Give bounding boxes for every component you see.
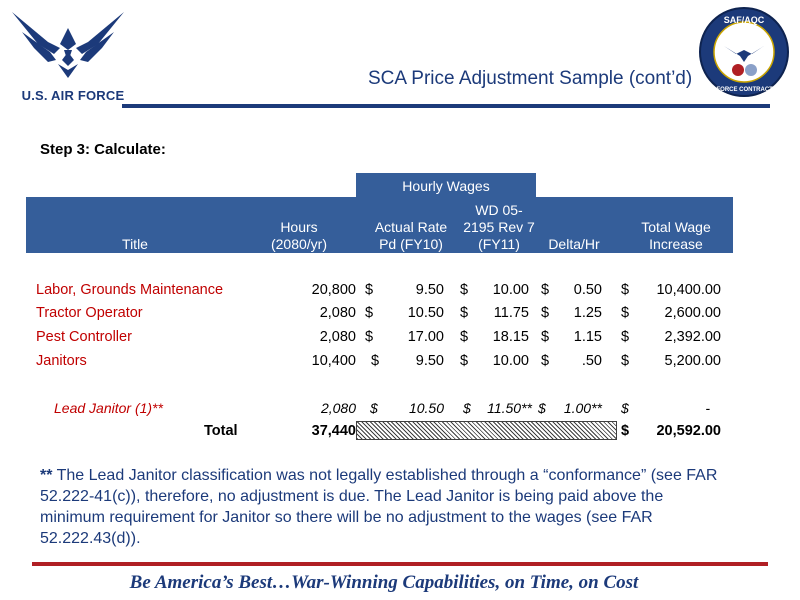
col-header-wd-line3: (FY11) bbox=[478, 236, 520, 252]
air-force-wings-icon bbox=[12, 12, 124, 78]
row-total: 10,400.00 bbox=[656, 282, 721, 298]
col-header-delta: Delta/Hr bbox=[548, 236, 600, 252]
hourly-wages-group-header: Hourly Wages bbox=[356, 173, 536, 197]
actual-dollar-sign: $ bbox=[365, 282, 374, 298]
row-title: Tractor Operator bbox=[36, 305, 143, 321]
col-header-wd-line1: WD 05- bbox=[475, 202, 523, 218]
row-title: Labor, Grounds Maintenance bbox=[36, 282, 224, 298]
actual-dollar-sign: $ bbox=[365, 305, 374, 321]
row-actual-rate: 17.00 bbox=[407, 329, 444, 345]
row-actual-rate: 9.50 bbox=[415, 353, 444, 369]
wd-dollar-sign: $ bbox=[460, 329, 469, 345]
col-header-wd-line2: 2195 Rev 7 bbox=[463, 219, 535, 235]
seal-top-text: SAF/AQC bbox=[724, 15, 765, 25]
delta-dollar-sign: $ bbox=[538, 400, 546, 416]
table-total-row: Total 37,440 $ 20,592.00 bbox=[0, 423, 800, 445]
wd-dollar-sign: $ bbox=[463, 400, 471, 416]
wd-dollar-sign: $ bbox=[460, 282, 469, 298]
col-header-actual-line1: Actual Rate bbox=[374, 219, 448, 235]
title-divider bbox=[122, 104, 770, 108]
row-delta: 1.00** bbox=[563, 400, 602, 416]
total-dollar-sign: $ bbox=[621, 329, 630, 345]
row-hours: 2,080 bbox=[320, 400, 356, 416]
col-header-actual-line2: Pd (FY10) bbox=[379, 236, 443, 252]
actual-dollar-sign: $ bbox=[371, 353, 380, 369]
row-total: 2,600.00 bbox=[664, 305, 721, 321]
table-row: Labor, Grounds Maintenance 20,800 $ 9.50… bbox=[0, 282, 800, 304]
row-delta: 0.50 bbox=[573, 282, 602, 298]
footnote-marker: ** bbox=[40, 467, 53, 484]
col-header-hours-line1: Hours bbox=[280, 219, 318, 235]
row-delta: 1.25 bbox=[573, 305, 602, 321]
col-header-hours: Hours (2080/yr) bbox=[254, 219, 344, 253]
delta-dollar-sign: $ bbox=[541, 282, 550, 298]
delta-dollar-sign: $ bbox=[541, 305, 550, 321]
row-title: Pest Controller bbox=[36, 329, 132, 345]
row-hours: 2,080 bbox=[319, 305, 356, 321]
row-hours: 20,800 bbox=[311, 282, 356, 298]
saf-aqc-seal: SAF/AQC AIR FORCE CONTRACTING bbox=[698, 6, 790, 98]
row-hours: 10,400 bbox=[311, 353, 356, 369]
total-dollar-sign: $ bbox=[621, 423, 630, 439]
total-dollar-sign: $ bbox=[621, 353, 630, 369]
footnote-text: The Lead Janitor classification was not … bbox=[40, 467, 718, 547]
step-label: Step 3: Calculate: bbox=[40, 141, 166, 158]
table-row: Tractor Operator 2,080 $ 10.50 $ 11.75 $… bbox=[0, 305, 800, 327]
footnote: ** The Lead Janitor classification was n… bbox=[40, 465, 720, 549]
row-wd-rate: 18.15 bbox=[492, 329, 529, 345]
total-dollar-sign: $ bbox=[621, 282, 630, 298]
total-hours: 37,440 bbox=[311, 423, 356, 439]
actual-dollar-sign: $ bbox=[370, 400, 378, 416]
total-dollar-sign: $ bbox=[621, 400, 629, 416]
row-wd-rate: 10.00 bbox=[492, 282, 529, 298]
table-row: Janitors 10,400 $ 9.50 $ 10.00 $ .50 $ 5… bbox=[0, 353, 800, 375]
col-header-hours-line2: (2080/yr) bbox=[270, 236, 328, 252]
row-actual-rate: 10.50 bbox=[408, 400, 444, 416]
row-hours: 2,080 bbox=[319, 329, 356, 345]
delta-dollar-sign: $ bbox=[541, 353, 550, 369]
row-total: 2,392.00 bbox=[664, 329, 721, 345]
table-row: Pest Controller 2,080 $ 17.00 $ 18.15 $ … bbox=[0, 329, 800, 351]
row-wd-rate: 10.00 bbox=[492, 353, 529, 369]
slide-title: SCA Price Adjustment Sample (cont’d) bbox=[368, 68, 693, 89]
col-header-total-line2: Increase bbox=[649, 236, 703, 252]
col-header-actual-rate: Actual Rate Pd (FY10) bbox=[356, 219, 466, 253]
total-label: Total bbox=[204, 423, 238, 439]
actual-dollar-sign: $ bbox=[365, 329, 374, 345]
footer-divider bbox=[32, 562, 768, 566]
col-header-total-line1: Total Wage bbox=[641, 219, 711, 235]
footer-slogan: Be America’s Best…War-Winning Capabiliti… bbox=[129, 572, 639, 593]
row-actual-rate: 9.50 bbox=[415, 282, 444, 298]
wd-dollar-sign: $ bbox=[460, 305, 469, 321]
org-name: U.S. AIR FORCE bbox=[21, 88, 125, 103]
row-total: 5,200.00 bbox=[664, 353, 721, 369]
wd-dollar-sign: $ bbox=[460, 353, 469, 369]
seal-emblem-icon: SAF/AQC AIR FORCE CONTRACTING bbox=[699, 7, 789, 97]
row-title: Janitors bbox=[36, 353, 87, 369]
total-row-hatch-fill bbox=[356, 421, 617, 440]
delta-dollar-sign: $ bbox=[541, 329, 550, 345]
row-delta: .50 bbox=[581, 353, 602, 369]
air-force-logo: U.S. AIR FORCE bbox=[8, 8, 128, 104]
grand-total: 20,592.00 bbox=[656, 423, 721, 439]
row-total: - bbox=[705, 400, 710, 416]
table-header: Title Hours (2080/yr) Actual Rate Pd (FY… bbox=[26, 197, 733, 253]
col-header-title: Title bbox=[122, 236, 148, 252]
row-wd-rate: 11.75 bbox=[493, 305, 529, 321]
table-row-lead-janitor: Lead Janitor (1)** 2,080 $ 10.50 $ 11.50… bbox=[0, 400, 800, 422]
col-header-total: Total Wage Increase bbox=[626, 219, 726, 253]
row-actual-rate: 10.50 bbox=[407, 305, 444, 321]
seal-bottom-text: AIR FORCE CONTRACTING bbox=[705, 87, 784, 93]
row-wd-rate: 11.50** bbox=[487, 400, 532, 416]
total-dollar-sign: $ bbox=[621, 305, 630, 321]
row-delta: 1.15 bbox=[573, 329, 602, 345]
row-title: Lead Janitor (1)** bbox=[54, 400, 163, 416]
col-header-wd: WD 05- 2195 Rev 7 (FY11) bbox=[444, 202, 554, 253]
